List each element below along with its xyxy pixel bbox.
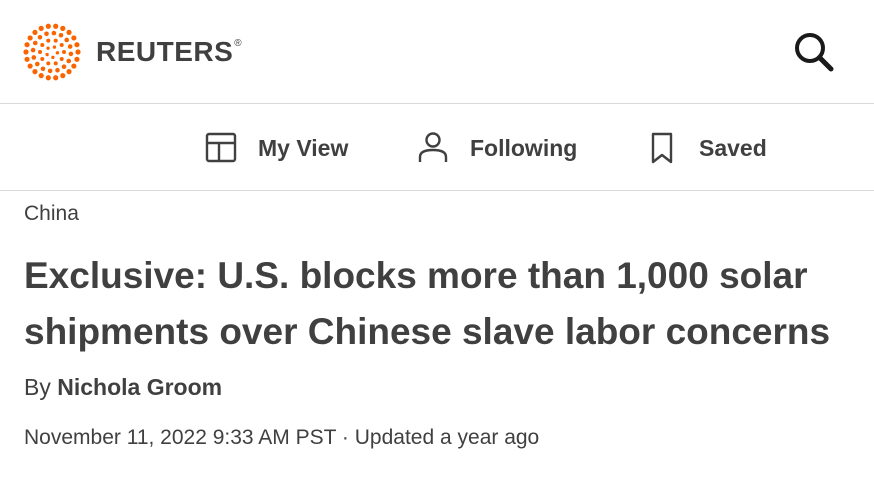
search-button[interactable] — [790, 28, 840, 78]
registered-mark: ® — [234, 38, 243, 49]
nav-my-view[interactable]: My View — [204, 128, 348, 168]
person-icon — [418, 132, 448, 162]
layout-icon — [205, 132, 237, 163]
user-nav-bar: My View Following Saved — [0, 104, 874, 191]
reuters-logo-mark-icon — [23, 23, 81, 81]
brand-name: REUTERS — [96, 36, 234, 67]
dateline: November 11, 2022 9:33 AM PST · Updated … — [24, 426, 539, 450]
author-link[interactable]: Nichola Groom — [57, 374, 223, 400]
nav-following-label: Following — [470, 134, 578, 161]
date-separator: · — [341, 426, 349, 449]
byline-prefix: By — [24, 374, 51, 400]
reuters-logo[interactable]: REUTERS ® — [22, 23, 242, 81]
nav-saved[interactable]: Saved — [645, 128, 767, 168]
section-label[interactable]: China — [24, 202, 79, 225]
publish-date: November 11, 2022 9:33 AM PST — [24, 426, 337, 449]
site-header: REUTERS ® — [0, 0, 874, 104]
byline: By Nichola Groom — [24, 374, 222, 401]
article-headline: Exclusive: U.S. blocks more than 1,000 s… — [24, 255, 831, 352]
nav-following[interactable]: Following — [416, 128, 577, 168]
search-icon — [795, 33, 834, 72]
nav-my-view-label: My View — [258, 134, 349, 161]
updated-time: Updated a year ago — [354, 426, 540, 449]
reuters-wordmark: REUTERS ® — [96, 36, 242, 68]
bookmark-icon — [651, 132, 673, 164]
nav-saved-label: Saved — [699, 134, 767, 161]
